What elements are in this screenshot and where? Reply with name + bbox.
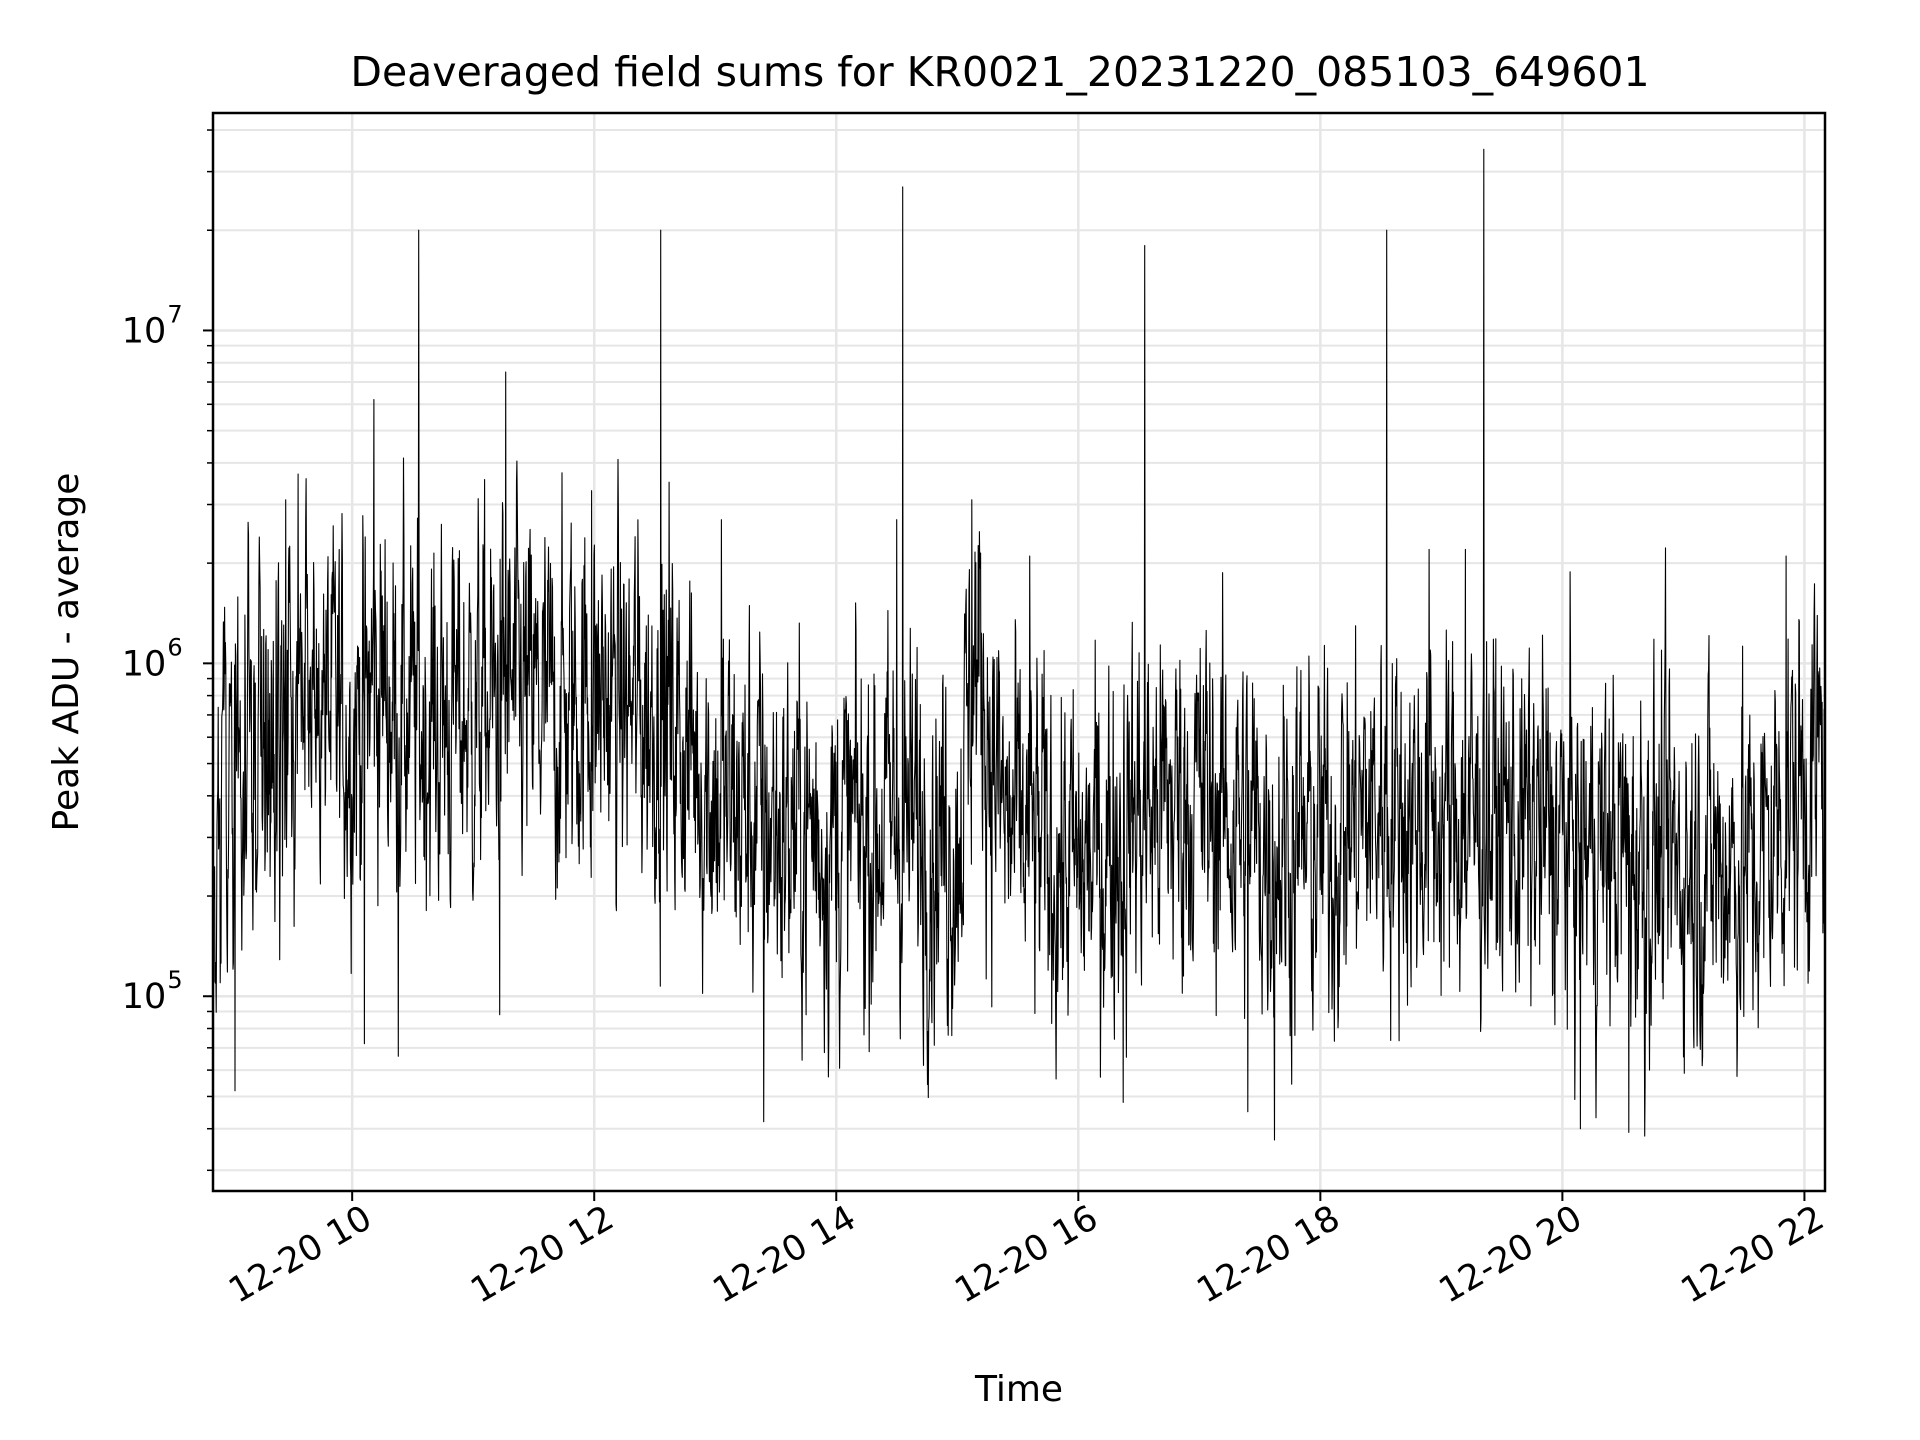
plot-frame <box>211 111 1827 1193</box>
y-tick-label: 10 <box>122 977 167 1017</box>
y-axis-label: Peak ADU - average <box>46 473 87 832</box>
y-tick-exponent: 6 <box>167 633 182 661</box>
x-axis-label: Time <box>974 1369 1063 1410</box>
chart-title: Deaveraged field sums for KR0021_2023122… <box>350 48 1649 96</box>
series-group <box>212 148 1826 1141</box>
y-tick-label: 10 <box>122 644 167 684</box>
y-tick-exponent: 5 <box>167 966 182 994</box>
y-tick-exponent: 7 <box>167 300 182 328</box>
series-line <box>212 148 1826 1141</box>
y-tick-label: 10 <box>122 311 167 351</box>
plot-area <box>211 111 1827 1193</box>
